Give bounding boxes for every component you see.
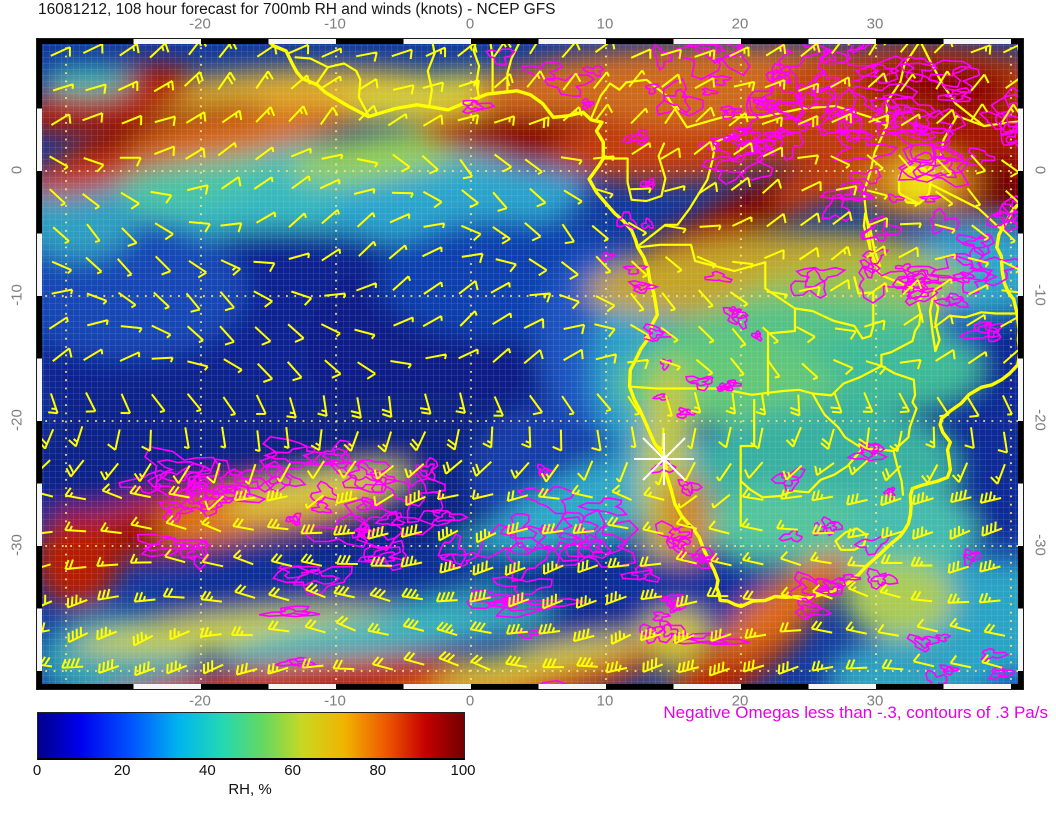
lat-tick-left: -10	[8, 284, 26, 306]
lon-tick-top: -20	[189, 15, 211, 33]
lon-tick-top: 10	[596, 15, 614, 33]
country-border	[950, 311, 1019, 319]
omega-annotation: Negative Omegas less than -.3, contours …	[663, 703, 1048, 722]
lat-tick-right: -10	[1031, 284, 1049, 306]
lake-outline	[928, 291, 941, 353]
country-border	[314, 66, 329, 86]
lon-tick-bottom: -20	[189, 692, 211, 710]
lon-tick-bottom: 10	[596, 692, 614, 710]
country-border	[426, 39, 436, 109]
lat-tick-right: 0	[1031, 165, 1049, 175]
lat-tick-right: -30	[1031, 534, 1049, 556]
country-border	[628, 385, 814, 396]
lon-tick-top: 20	[731, 15, 749, 33]
colorbar-tick: 40	[199, 762, 216, 779]
country-border	[861, 378, 918, 453]
country-border	[590, 81, 628, 120]
map-canvas	[37, 39, 1023, 689]
country-border	[739, 447, 864, 499]
lat-tick-left: 0	[8, 165, 26, 175]
country-border	[811, 392, 864, 450]
colorbar-label: RH, %	[228, 781, 272, 798]
lon-tick-bottom: 20	[731, 692, 749, 710]
star-marker	[634, 433, 694, 485]
country-border	[294, 56, 358, 73]
lat-tick-left: -30	[8, 534, 26, 556]
map-plot	[36, 38, 1024, 690]
lon-tick-top: 0	[465, 15, 475, 33]
colorbar	[37, 712, 465, 760]
colorbar-tick: 100	[450, 762, 476, 779]
country-border	[488, 39, 494, 95]
lon-tick-top: -10	[324, 15, 346, 33]
country-border	[928, 182, 1002, 230]
lon-tick-bottom: 30	[866, 692, 884, 710]
country-border	[811, 364, 915, 397]
country-border	[793, 276, 875, 340]
colorbar-tick: 0	[32, 762, 42, 779]
page-title: 16081212, 108 hour forecast for 700mb RH…	[38, 1, 556, 18]
country-border	[892, 449, 905, 496]
colorbar-tick: 80	[369, 762, 387, 779]
country-border	[739, 398, 756, 528]
country-border	[880, 289, 928, 368]
wind-barbs	[37, 39, 1023, 689]
lat-tick-left: -20	[8, 409, 26, 431]
lon-tick-bottom: 0	[465, 692, 475, 710]
lat-tick-right: -20	[1031, 409, 1049, 431]
lon-tick-top: 30	[866, 15, 884, 33]
country-border	[602, 142, 667, 203]
colorbar-tick: 20	[113, 762, 131, 779]
lon-tick-bottom: -10	[324, 692, 346, 710]
colorbar-tick: 60	[284, 762, 301, 779]
